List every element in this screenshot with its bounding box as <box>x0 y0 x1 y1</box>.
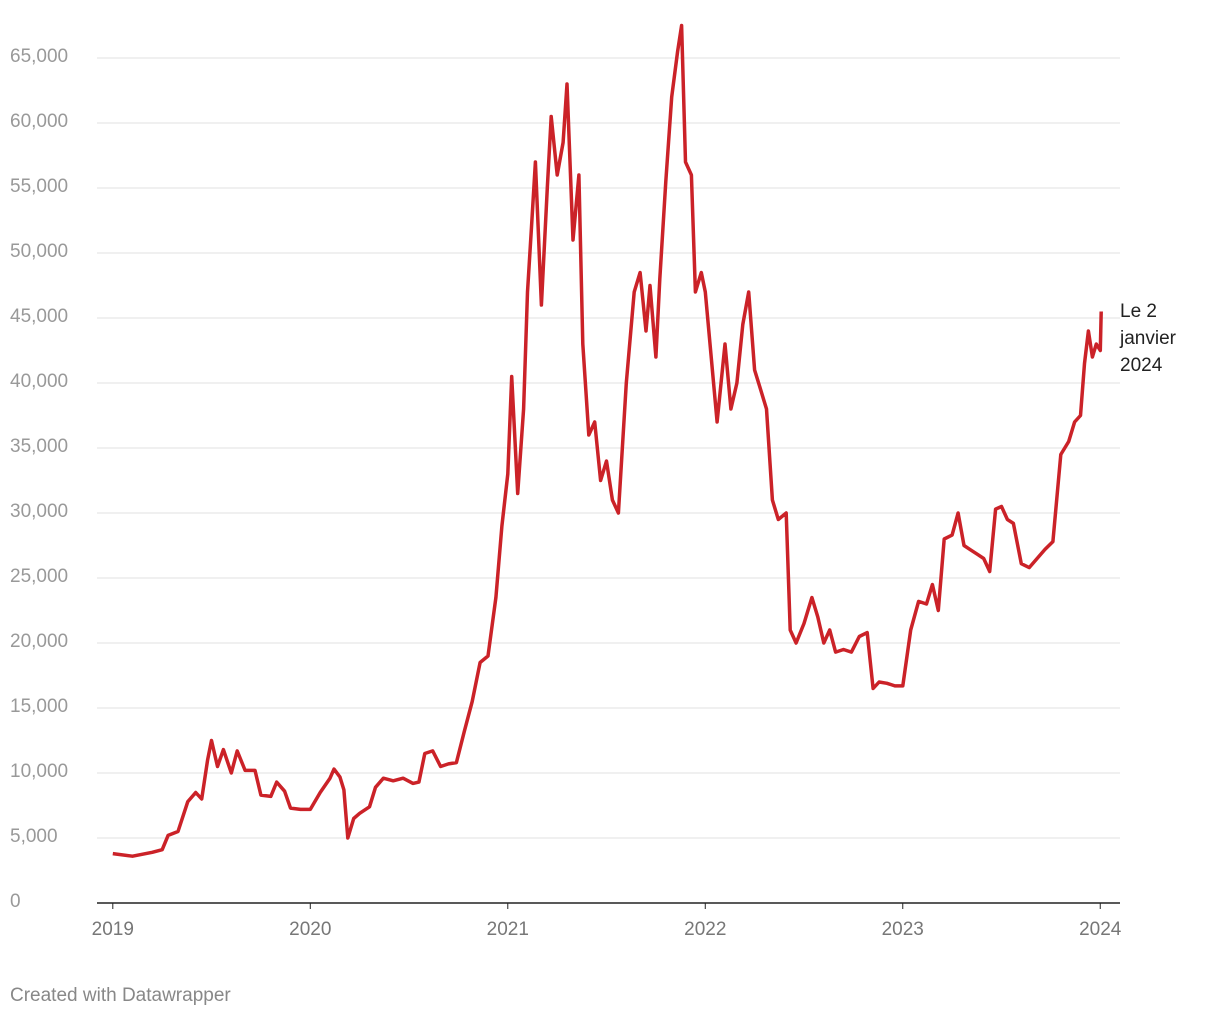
x-tick-label: 2019 <box>92 919 134 940</box>
y-tick-label: 15,000 <box>10 696 68 717</box>
x-tick-label: 2022 <box>684 919 726 940</box>
y-tick-label: 40,000 <box>10 371 68 392</box>
y-tick-label: 20,000 <box>10 631 68 652</box>
source: Created with Datawrapper <box>10 985 231 1006</box>
y-tick-label: 10,000 <box>10 761 68 782</box>
y-tick-label: 50,000 <box>10 241 68 262</box>
y-tick-label: 0 <box>10 891 21 912</box>
x-tick-label: 2024 <box>1079 919 1122 940</box>
y-tick-label: 65,000 <box>10 46 68 67</box>
x-tick-label: 2021 <box>487 919 529 940</box>
y-tick-label: 25,000 <box>10 566 68 587</box>
price-line <box>112 23 1103 858</box>
y-tick-label: 55,000 <box>10 176 68 197</box>
y-tick-label: 60,000 <box>10 111 68 132</box>
x-tick-label: 2020 <box>289 919 331 940</box>
chart: 0 5,000 10,000 15,000 20,000 25,000 30,000 35,0… <box>10 23 1122 940</box>
annotation: Le 2 janvier 2024 <box>1120 301 1176 376</box>
y-tick-label: 35,000 <box>10 436 68 457</box>
y-tick-label: 30,000 <box>10 501 68 522</box>
x-tick-label: 2023 <box>882 919 924 940</box>
y-tick-label: 5,000 <box>10 826 58 847</box>
y-tick-label: 45,000 <box>10 306 68 327</box>
